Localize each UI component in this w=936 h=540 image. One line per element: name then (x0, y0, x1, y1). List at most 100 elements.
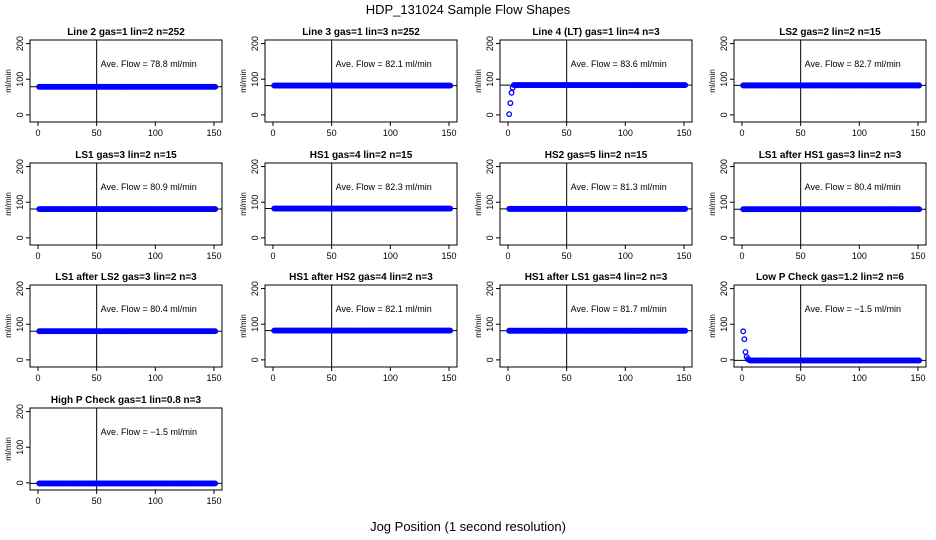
y-axis-label: ml/min (4, 314, 13, 338)
panel-title: Line 4 (LT) gas=1 lin=4 n=3 (532, 27, 660, 38)
x-tick-label: 100 (618, 128, 633, 138)
panel-title: Line 2 gas=1 lin=2 n=252 (67, 27, 185, 38)
plot-frame (29, 407, 223, 491)
x-tick-label: 150 (206, 251, 221, 261)
y-tick-label: 100 (250, 317, 260, 332)
x-tick-label: 0 (35, 496, 40, 506)
x-tick-label: 100 (852, 251, 867, 261)
y-tick-label: 0 (719, 112, 729, 117)
x-tick-label: 50 (562, 251, 572, 261)
y-axis-label: ml/min (708, 314, 717, 338)
x-tick-label: 0 (270, 251, 275, 261)
panel-11: HS1 after LS1 gas=4 lin=2 n=3 0 50 100 150 0 1… (474, 272, 693, 383)
x-tick-label: 150 (206, 128, 221, 138)
panel-title: Line 3 gas=1 lin=3 n=252 (302, 27, 420, 38)
plot-frame (499, 39, 693, 123)
panel-1: Line 2 gas=1 lin=2 n=252 0 50 100 150 0 100 200… (4, 27, 223, 138)
data-point (506, 111, 513, 118)
y-axis-label: ml/min (4, 192, 13, 216)
average-flow-annotation: Ave. Flow = 80.4 ml/min (805, 182, 901, 192)
y-tick-label: 0 (719, 357, 729, 362)
y-tick-label: 100 (719, 72, 729, 87)
y-axis-label: ml/min (4, 437, 13, 461)
x-tick-label: 0 (270, 373, 275, 383)
panel-title: HS1 gas=4 lin=2 n=15 (310, 150, 413, 161)
data-point (682, 82, 689, 89)
y-tick-label: 200 (15, 404, 25, 419)
y-tick-label: 200 (15, 36, 25, 51)
data-point (916, 206, 923, 213)
data-point (916, 357, 923, 364)
y-tick-label: 100 (719, 195, 729, 210)
data-point (447, 205, 454, 212)
panel-4: LS2 gas=2 lin=2 n=15 0 50 100 150 0 100 200 ml/m… (708, 27, 927, 138)
y-axis-label: ml/min (474, 192, 483, 216)
x-tick-label: 0 (505, 128, 510, 138)
x-tick-label: 150 (676, 128, 691, 138)
x-tick-label: 150 (676, 373, 691, 383)
x-tick-label: 100 (383, 128, 398, 138)
panel-12: Low P Check gas=1.2 lin=2 n=6 0 50 100 150 0 1… (708, 272, 927, 383)
panel-5: LS1 gas=3 lin=2 n=15 0 50 100 150 0 100 200 ml/m… (4, 150, 223, 261)
average-flow-annotation: Ave. Flow = 81.3 ml/min (571, 182, 667, 192)
x-tick-label: 50 (92, 373, 102, 383)
panel-title: HS1 after HS2 gas=4 lin=2 n=3 (289, 272, 433, 283)
average-flow-annotation: Ave. Flow = 82.3 ml/min (336, 182, 432, 192)
x-tick-label: 50 (562, 373, 572, 383)
panel-title: HS1 after LS1 gas=4 lin=2 n=3 (525, 272, 668, 283)
y-tick-label: 0 (250, 235, 260, 240)
x-tick-label: 150 (441, 373, 456, 383)
average-flow-annotation: Ave. Flow = 80.4 ml/min (101, 304, 197, 314)
y-tick-label: 100 (485, 195, 495, 210)
plot-frame (29, 162, 223, 246)
y-tick-label: 200 (15, 281, 25, 296)
plot-frame (264, 162, 458, 246)
data-point (741, 336, 748, 343)
average-flow-annotation: Ave. Flow = −1.5 ml/min (805, 304, 901, 314)
x-tick-label: 100 (852, 373, 867, 383)
y-tick-label: 100 (15, 195, 25, 210)
x-tick-label: 50 (562, 128, 572, 138)
x-tick-label: 50 (796, 251, 806, 261)
y-axis-label: ml/min (239, 192, 248, 216)
panel-6: HS1 gas=4 lin=2 n=15 0 50 100 150 0 100 200 ml/m… (239, 150, 458, 261)
data-point (682, 327, 689, 334)
x-tick-label: 100 (852, 128, 867, 138)
x-tick-label: 100 (148, 373, 163, 383)
panel-2: Line 3 gas=1 lin=3 n=252 0 50 100 150 0 100 200… (239, 27, 458, 138)
y-tick-label: 200 (250, 159, 260, 174)
y-tick-label: 0 (250, 112, 260, 117)
y-tick-label: 200 (485, 36, 495, 51)
y-tick-label: 100 (15, 72, 25, 87)
x-tick-label: 50 (796, 373, 806, 383)
data-point (447, 82, 454, 89)
x-tick-label: 150 (441, 251, 456, 261)
plot-frame (733, 162, 927, 246)
data-point (212, 83, 219, 90)
data-point (682, 205, 689, 212)
x-tick-label: 0 (739, 251, 744, 261)
x-tick-label: 150 (206, 496, 221, 506)
x-tick-label: 150 (676, 251, 691, 261)
average-flow-annotation: Ave. Flow = 78.8 ml/min (101, 59, 197, 69)
y-tick-label: 100 (719, 317, 729, 332)
y-tick-label: 100 (485, 72, 495, 87)
y-tick-label: 0 (719, 235, 729, 240)
average-flow-annotation: Ave. Flow = −1.5 ml/min (101, 427, 197, 437)
y-tick-label: 200 (15, 159, 25, 174)
x-tick-label: 50 (92, 128, 102, 138)
y-axis-label: ml/min (708, 69, 717, 93)
figure-title: HDP_131024 Sample Flow Shapes (365, 2, 571, 17)
y-tick-label: 200 (485, 159, 495, 174)
y-tick-label: 200 (485, 281, 495, 296)
plot-frame (29, 284, 223, 368)
x-axis-title: Jog Position (1 second resolution) (370, 519, 566, 534)
y-tick-label: 0 (15, 357, 25, 362)
y-tick-label: 100 (485, 317, 495, 332)
y-tick-label: 0 (250, 357, 260, 362)
x-tick-label: 50 (92, 496, 102, 506)
data-point (507, 100, 514, 107)
plot-frame (499, 162, 693, 246)
y-tick-label: 100 (15, 440, 25, 455)
